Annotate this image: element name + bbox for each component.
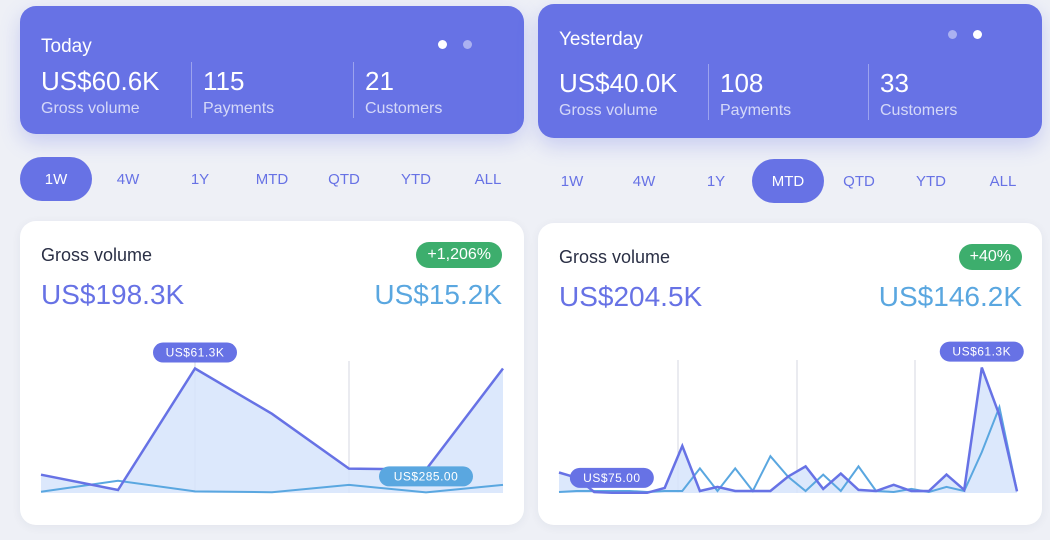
metric-label: Customers [880, 102, 958, 119]
metric-label: Customers [365, 100, 443, 117]
hover-tooltip-text: US$285.00 [394, 469, 459, 483]
page-indicator [948, 30, 982, 39]
range-all[interactable]: ALL [989, 172, 1017, 190]
current-period-total: US$198.3K [41, 279, 185, 310]
chart-title: Gross volume [41, 245, 153, 265]
previous-series-line [40, 479, 504, 494]
metric-label: Payments [720, 102, 792, 119]
gross-volume-chart[interactable]: US$61.3K US$285.00 [20, 221, 524, 525]
range-4w[interactable]: 4W [116, 170, 140, 188]
summary-metrics: US$40.0K Gross volume 108 Payments 33 Cu… [538, 64, 1042, 120]
current-area [559, 367, 1017, 493]
metric-label: Payments [203, 100, 275, 117]
range-1w[interactable]: 1W [20, 157, 92, 201]
metric-value: 33 [880, 68, 909, 98]
range-mtd[interactable]: MTD [752, 159, 824, 203]
hover-tooltip-text: US$75.00 [583, 471, 640, 485]
metric-value: US$40.0K [559, 68, 678, 98]
current-period-total: US$204.5K [559, 281, 703, 312]
current-area [41, 368, 503, 493]
range-4w[interactable]: 4W [632, 172, 656, 190]
yesterday-panel: Yesterday US$40.0K Gross volume 108 Paym… [538, 0, 1043, 540]
metric-value: US$60.6K [41, 66, 160, 96]
summary-title: Yesterday [559, 29, 643, 50]
previous-period-total: US$146.2K [878, 281, 1022, 312]
current-series-line [558, 367, 1019, 495]
range-qtd[interactable]: QTD [843, 172, 875, 190]
summary-card[interactable]: Today US$60.6K Gross volume 115 Payments… [20, 6, 524, 134]
range-selector: 1W 4W 1Y MTD QTD YTD ALL [538, 159, 1042, 203]
range-all[interactable]: ALL [474, 170, 502, 188]
gross-volume-chart[interactable]: US$61.3K US$75.00 [538, 223, 1042, 525]
metric-payments: 115 Payments [191, 62, 274, 118]
metric-value: 21 [365, 66, 394, 96]
range-mtd[interactable]: MTD [255, 170, 289, 188]
metric-value: 115 [203, 66, 245, 96]
page-dot-1[interactable] [948, 30, 957, 39]
metric-customers: 21 Customers [353, 62, 442, 118]
metric-value: 108 [720, 68, 764, 98]
range-qtd[interactable]: QTD [328, 170, 360, 188]
page-indicator [438, 40, 472, 49]
metric-label: Gross volume [559, 102, 658, 119]
range-1y[interactable]: 1Y [706, 172, 726, 190]
gross-volume-card[interactable]: Gross volume +1,206% US$198.3K US$15.2K … [20, 221, 524, 525]
chart-title: Gross volume [559, 247, 671, 267]
summary-card[interactable]: Yesterday US$40.0K Gross volume 108 Paym… [538, 4, 1042, 138]
hover-value-tooltip: US$75.00 [569, 467, 654, 488]
metric-payments: 108 Payments [708, 64, 791, 120]
page-dot-2[interactable] [973, 30, 982, 39]
max-value-tooltip: US$61.3K [939, 341, 1024, 362]
page-dot-2[interactable] [463, 40, 472, 49]
max-tooltip-text: US$61.3K [166, 346, 225, 360]
range-ytd[interactable]: YTD [916, 172, 946, 190]
range-1w[interactable]: 1W [560, 172, 584, 190]
previous-period-total: US$15.2K [374, 279, 502, 310]
range-selector: 1W 4W 1Y MTD QTD YTD ALL [20, 157, 524, 201]
metric-customers: 33 Customers [868, 64, 957, 120]
hover-value-tooltip: US$285.00 [379, 466, 473, 487]
summary-title: Today [41, 36, 92, 57]
summary-metrics: US$60.6K Gross volume 115 Payments 21 Cu… [20, 62, 524, 118]
change-badge: +40% [958, 244, 1022, 270]
change-badge: +1,206% [416, 242, 502, 268]
range-1y[interactable]: 1Y [190, 170, 210, 188]
range-ytd[interactable]: YTD [401, 170, 431, 188]
metric-label: Gross volume [41, 100, 140, 117]
max-tooltip-text: US$61.3K [952, 345, 1011, 359]
max-value-tooltip: US$61.3K [153, 342, 237, 363]
today-panel: Today US$60.6K Gross volume 115 Payments… [20, 0, 525, 540]
gross-volume-card[interactable]: Gross volume +40% US$204.5K US$146.2K US… [538, 223, 1042, 525]
page-dot-1[interactable] [438, 40, 447, 49]
